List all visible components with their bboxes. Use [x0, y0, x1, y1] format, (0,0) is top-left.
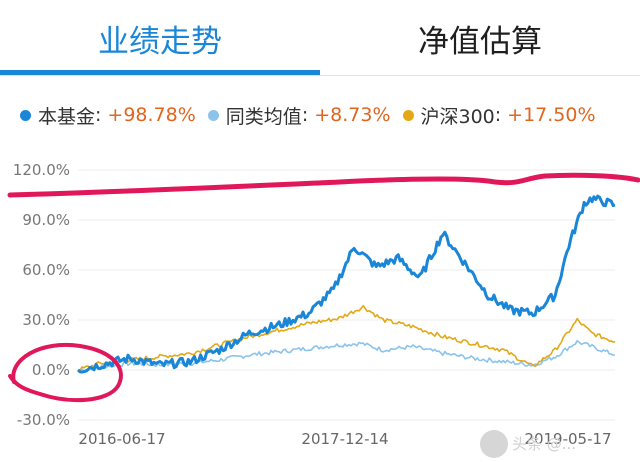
watermark-avatar: [480, 430, 508, 458]
legend-value-category-avg: +8.73%: [314, 104, 391, 126]
chart-legend: 本基金: +98.78% 同类均值: +8.73% 沪深300: +17.50%: [0, 97, 640, 133]
hand-drawn-circle: [8, 342, 123, 403]
x-axis-ticks: 2016-06-17 2017-12-14 2019-05-17: [78, 430, 611, 448]
legend-name-csi300: 沪深300: [420, 105, 495, 128]
x-tick-label: 2017-12-14: [301, 430, 388, 448]
legend-item-csi300[interactable]: 沪深300: +17.50%: [402, 102, 596, 129]
x-tick-label: 2016-06-17: [78, 430, 165, 448]
y-tick-label: 90.0%: [22, 211, 70, 229]
watermark-text: 头条 @...: [512, 435, 577, 453]
tab-nav-estimate[interactable]: 净值估算: [418, 23, 542, 60]
y-tick-label: 0.0%: [32, 361, 70, 379]
y-tick-label: 30.0%: [22, 311, 70, 329]
legend-item-category-avg[interactable]: 同类均值: +8.73%: [207, 102, 391, 129]
legend-name-category-avg: 同类均值: [225, 105, 302, 128]
y-tick-label: 60.0%: [22, 261, 70, 279]
legend-dot-csi300: [402, 109, 414, 121]
hand-drawn-line: [7, 172, 640, 198]
hand-drawn-annotations: [7, 172, 640, 403]
chart-gridlines: [78, 169, 615, 421]
series-line: [77, 339, 616, 372]
tab-bar: 业绩走势 净值估算: [0, 0, 640, 76]
active-tab-indicator: [0, 70, 320, 75]
legend-value-fund: +98.78%: [107, 104, 196, 126]
series-line: [76, 194, 616, 374]
y-tick-label: 120.0%: [13, 161, 70, 179]
performance-line-chart[interactable]: 120.0% 90.0% 60.0% 30.0% 0.0% -30.0% 2016-06-…: [0, 150, 640, 462]
legend-value-csi300: +17.50%: [507, 104, 596, 126]
legend-item-fund[interactable]: 本基金: +98.78%: [20, 102, 196, 129]
series-line: [77, 304, 616, 372]
chart-series: [76, 194, 616, 374]
legend-dot-category-avg: [207, 109, 219, 121]
tab-divider: [0, 75, 640, 76]
y-tick-label: -30.0%: [17, 411, 70, 429]
y-axis-ticks: 120.0% 90.0% 60.0% 30.0% 0.0% -30.0%: [13, 161, 70, 429]
tab-performance-trend[interactable]: 业绩走势: [98, 23, 222, 60]
legend-name-fund: 本基金: [38, 105, 96, 128]
x-tick-label: 2019-05-17: [524, 430, 611, 448]
legend-dot-fund: [20, 109, 31, 121]
